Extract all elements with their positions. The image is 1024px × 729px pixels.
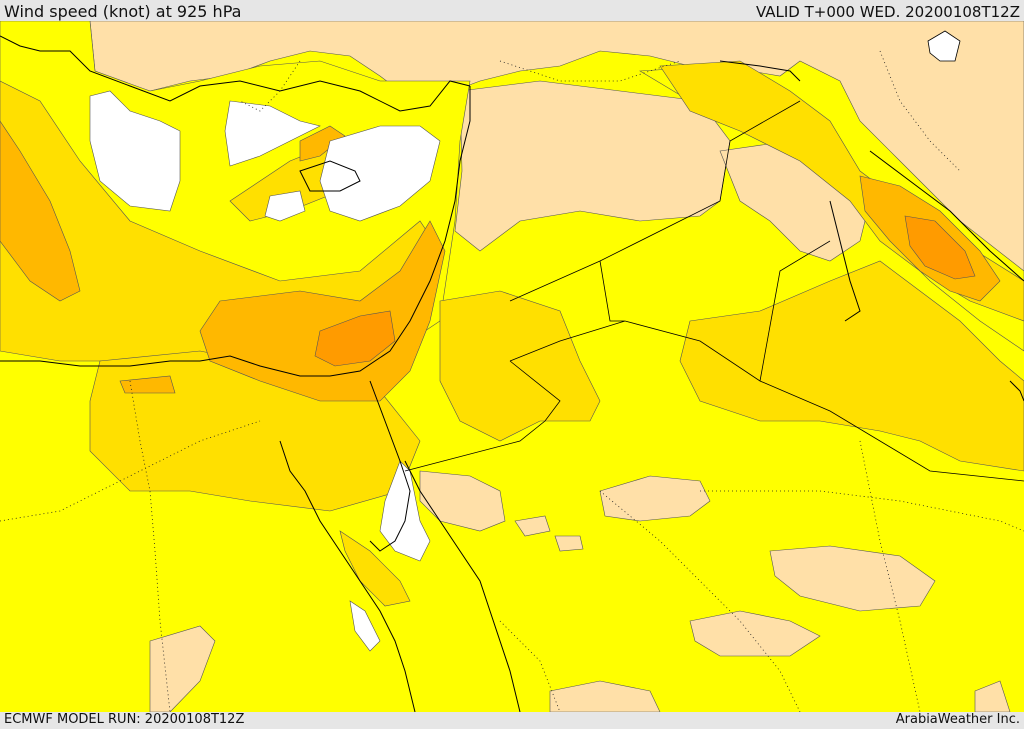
tan-sinai <box>419 470 506 532</box>
calm-aegean <box>89 90 181 212</box>
calm-lake-van <box>927 30 961 62</box>
map-footer: ECMWF MODEL RUN: 20200108T12Z ArabiaWeat… <box>0 712 1024 729</box>
calm-turkey-coast <box>224 100 321 167</box>
orange-egypt-strip <box>119 375 176 394</box>
map-canvas <box>0 21 1024 712</box>
map-header: Wind speed (knot) at 925 hPa VALID T+000… <box>0 0 1024 21</box>
coastlines <box>0 35 1024 712</box>
tan-saudi-5 <box>554 535 584 552</box>
tan-sudan <box>549 680 661 712</box>
tan-saudi-2 <box>769 545 936 612</box>
gold-iraq <box>679 260 1024 472</box>
gold-jordan <box>439 290 601 442</box>
gold-red-sea <box>339 530 411 607</box>
calm-cyprus-sea <box>319 125 441 222</box>
map-title: Wind speed (knot) at 925 hPa <box>4 2 242 21</box>
tan-saudi-3 <box>689 610 821 657</box>
borders <box>404 100 1024 482</box>
tan-saudi-1 <box>599 475 711 522</box>
orange-dark-levant <box>314 310 396 367</box>
orange-levant <box>199 220 446 402</box>
dotted-boundaries <box>0 50 1024 712</box>
calm-red-sea <box>349 600 381 652</box>
calm-gulf-aqaba <box>379 460 431 562</box>
tan-yemen <box>974 680 1011 712</box>
model-run-label: ECMWF MODEL RUN: 20200108T12Z <box>4 712 245 727</box>
tan-levant <box>454 80 731 252</box>
tan-egypt-south <box>149 625 216 712</box>
orange-mediterranean-west <box>0 120 81 302</box>
wind-speed-map <box>0 21 1024 712</box>
orange-dark-iraq <box>904 215 976 280</box>
valid-time: VALID T+000 WED. 20200108T12Z <box>755 3 1020 21</box>
calm-cyprus-small <box>264 190 306 222</box>
tan-saudi-4 <box>514 515 551 537</box>
credit-label: ArabiaWeather Inc. <box>895 712 1020 727</box>
